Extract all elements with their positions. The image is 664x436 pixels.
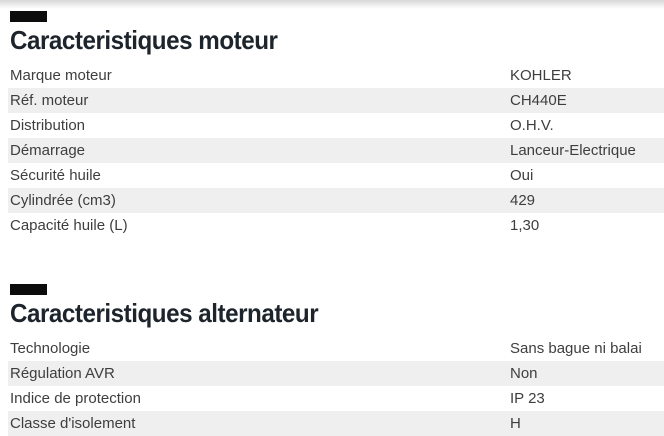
- row-label: Régulation AVR: [10, 365, 115, 382]
- row-value: 429: [510, 192, 536, 209]
- row-value: KOHLER: [510, 67, 572, 84]
- row-label: Démarrage: [10, 142, 86, 159]
- table-row: Cylindrée (cm3) 429: [8, 188, 664, 213]
- row-value: O.H.V.: [510, 117, 554, 134]
- row-value: CH440E: [510, 92, 567, 109]
- section-title: Caracteristiques alternateur: [10, 298, 319, 328]
- top-fade-gradient: [0, 0, 664, 9]
- table-row: Capacité huile (L) 1,30: [8, 213, 664, 238]
- spec-table: Marque moteur KOHLER Réf. moteur CH440E Dist…: [8, 63, 664, 238]
- row-value: H: [510, 415, 521, 432]
- row-value: Oui: [510, 167, 534, 184]
- row-label: Distribution: [10, 117, 86, 134]
- table-row: Technologie Sans bague ni balai: [8, 336, 664, 361]
- row-label: Classe d'isolement: [10, 415, 136, 432]
- row-label: Réf. moteur: [10, 92, 89, 109]
- section-marker-bar: [10, 284, 47, 295]
- row-label: Marque moteur: [10, 67, 112, 84]
- table-row: Distribution O.H.V.: [8, 113, 664, 138]
- table-row: Sécurité huile Oui: [8, 163, 664, 188]
- row-value: Sans bague ni balai: [510, 340, 642, 357]
- row-label: Capacité huile (L): [10, 217, 128, 234]
- spec-sections-container: Caracteristiques moteur Marque moteur KOHL…: [0, 11, 664, 436]
- section-marker-bar: [10, 11, 47, 22]
- table-row: Démarrage Lanceur-Electrique: [8, 138, 664, 163]
- spec-section: Caracteristiques moteur Marque moteur KOHL…: [0, 11, 664, 238]
- table-row: Marque moteur KOHLER: [8, 63, 664, 88]
- row-value: IP 23: [510, 390, 545, 407]
- table-row: Réf. moteur CH440E: [8, 88, 664, 113]
- row-label: Technologie: [10, 340, 91, 357]
- row-value: Non: [510, 365, 538, 382]
- spec-section: Caracteristiques alternateur Technologie S…: [0, 284, 664, 436]
- table-row: Classe d'isolement H: [8, 411, 664, 436]
- table-row: Régulation AVR Non: [8, 361, 664, 386]
- row-value: Lanceur-Electrique: [510, 142, 636, 159]
- spec-table: Technologie Sans bague ni balai Régulation…: [8, 336, 664, 436]
- row-label: Sécurité huile: [10, 167, 101, 184]
- row-label: Indice de protection: [10, 390, 141, 407]
- table-row: Indice de protection IP 23: [8, 386, 664, 411]
- row-label: Cylindrée (cm3): [10, 192, 116, 209]
- section-title: Caracteristiques moteur: [10, 25, 278, 55]
- row-value: 1,30: [510, 217, 540, 234]
